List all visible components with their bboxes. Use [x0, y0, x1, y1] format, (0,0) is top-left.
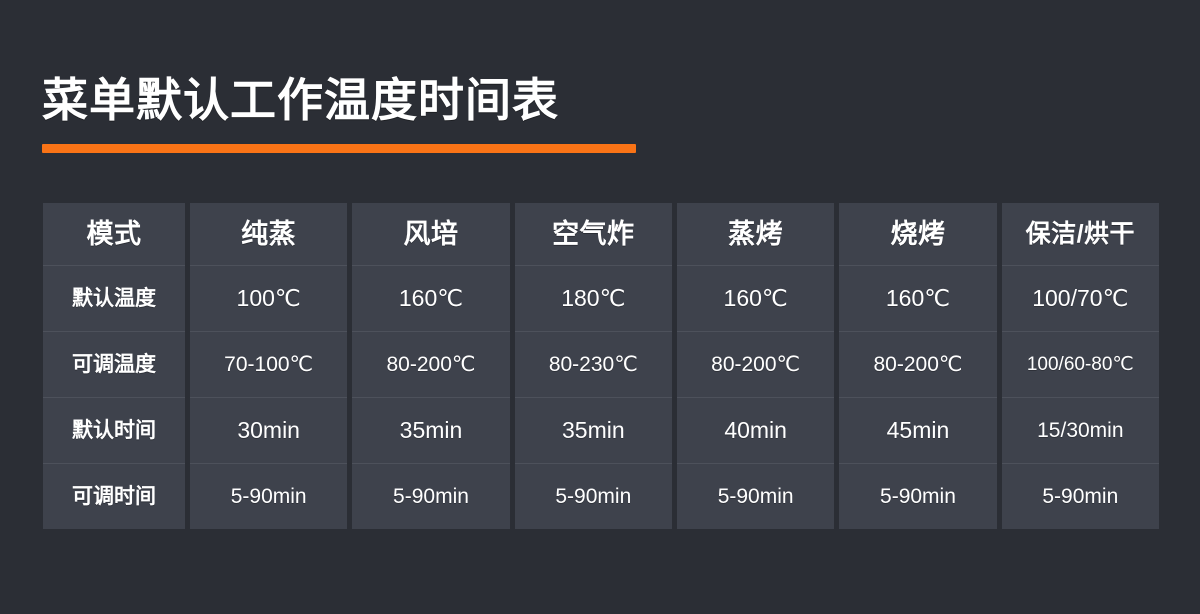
row-label-adjustable-temperature: 可调温度: [43, 331, 185, 397]
cell-value: 80-200℃: [386, 353, 476, 376]
column-header-clean-dry: 保洁/烘干: [1001, 203, 1159, 265]
row-label: 默认温度: [72, 287, 156, 310]
table-cell: 15/30min: [1001, 397, 1159, 463]
table-cell: 80-200℃: [676, 331, 835, 397]
cell-value: 5-90min: [880, 485, 956, 508]
column-header-label: 纯蒸: [241, 218, 297, 249]
cell-value: 70-100℃: [224, 353, 314, 376]
table-cell: 5-90min: [190, 463, 348, 529]
column-header-mode: 模式: [43, 203, 185, 265]
column-header-grill: 烧烤: [839, 203, 997, 265]
column-header-label: 烧烤: [890, 218, 946, 249]
cell-value: 40min: [724, 417, 787, 443]
row-label-default-time: 默认时间: [43, 397, 185, 463]
table-cell: 5-90min: [676, 463, 835, 529]
cell-value: 100/60-80℃: [1026, 354, 1134, 375]
table-cell: 160℃: [352, 265, 510, 331]
table-cell: 70-100℃: [190, 331, 348, 397]
table-row: 默认温度 100℃ 160℃ 180℃ 160℃ 160℃: [43, 265, 1159, 331]
column-header-wind-bake: 风培: [352, 203, 510, 265]
cell-value: 160℃: [885, 285, 951, 311]
cell-value: 100/70℃: [1032, 285, 1129, 311]
column-header-air-fry: 空气炸: [514, 203, 672, 265]
table-row: 可调时间 5-90min 5-90min 5-90min 5-90min: [43, 463, 1159, 529]
cell-value: 5-90min: [555, 485, 632, 508]
page-title: 菜单默认工作温度时间表: [42, 74, 559, 126]
table-cell: 80-230℃: [514, 331, 672, 397]
table-cell: 80-200℃: [839, 331, 997, 397]
row-label: 默认时间: [72, 419, 156, 442]
cell-value: 5-90min: [230, 485, 307, 508]
table-row: 可调温度 70-100℃ 80-200℃ 80-230℃ 80-200℃: [43, 331, 1159, 397]
table-header-row: 模式 纯蒸 风培 空气炸 蒸烤 烧烤: [43, 203, 1159, 265]
cell-value: 80-200℃: [711, 353, 801, 376]
cell-value: 35min: [561, 417, 625, 443]
table-cell: 160℃: [839, 265, 997, 331]
table-cell: 30min: [190, 397, 348, 463]
column-header-label: 空气炸: [552, 218, 635, 249]
column-header-pure-steam: 纯蒸: [190, 203, 348, 265]
row-label: 可调温度: [72, 353, 156, 376]
cell-value: 100℃: [236, 285, 301, 311]
row-label-adjustable-time: 可调时间: [43, 463, 185, 529]
row-label-default-temperature: 默认温度: [43, 265, 185, 331]
column-header-label: 保洁/烘干: [1025, 219, 1136, 248]
cell-value: 80-230℃: [548, 353, 638, 376]
cell-value: 5-90min: [1042, 485, 1119, 508]
spec-table-wrapper: 模式 纯蒸 风培 空气炸 蒸烤 烧烤: [38, 203, 1164, 529]
column-header-label: 蒸烤: [728, 218, 784, 249]
table-cell: 40min: [676, 397, 835, 463]
title-underline-rule: [42, 144, 636, 153]
table-cell: 160℃: [676, 265, 835, 331]
table-cell: 35min: [352, 397, 510, 463]
table-cell: 100℃: [190, 265, 348, 331]
table-cell: 5-90min: [839, 463, 997, 529]
cell-value: 160℃: [723, 285, 788, 311]
table-cell: 100/70℃: [1001, 265, 1159, 331]
table-row: 默认时间 30min 35min 35min 40min 4: [43, 397, 1159, 463]
cell-value: 45min: [886, 417, 950, 443]
cell-value: 80-200℃: [873, 353, 963, 376]
table-cell: 5-90min: [352, 463, 510, 529]
column-header-steam-roast: 蒸烤: [676, 203, 835, 265]
cell-value: 30min: [237, 417, 300, 443]
table-cell: 5-90min: [1001, 463, 1159, 529]
row-label: 可调时间: [72, 485, 156, 508]
cell-value: 5-90min: [393, 485, 469, 508]
table-cell: 180℃: [514, 265, 672, 331]
spec-table: 模式 纯蒸 风培 空气炸 蒸烤 烧烤: [38, 203, 1164, 529]
cell-value: 15/30min: [1037, 419, 1124, 442]
cell-value: 35min: [399, 417, 463, 443]
table-cell: 80-200℃: [352, 331, 510, 397]
table-cell: 100/60-80℃: [1001, 331, 1159, 397]
column-header-label: 模式: [86, 218, 142, 249]
title-block: 菜单默认工作温度时间表: [42, 72, 682, 153]
table-cell: 45min: [839, 397, 997, 463]
table-cell: 5-90min: [514, 463, 672, 529]
cell-value: 180℃: [561, 285, 626, 311]
column-header-label: 风培: [403, 218, 459, 249]
table-cell: 35min: [514, 397, 672, 463]
cell-value: 5-90min: [717, 485, 794, 508]
cell-value: 160℃: [398, 285, 464, 311]
